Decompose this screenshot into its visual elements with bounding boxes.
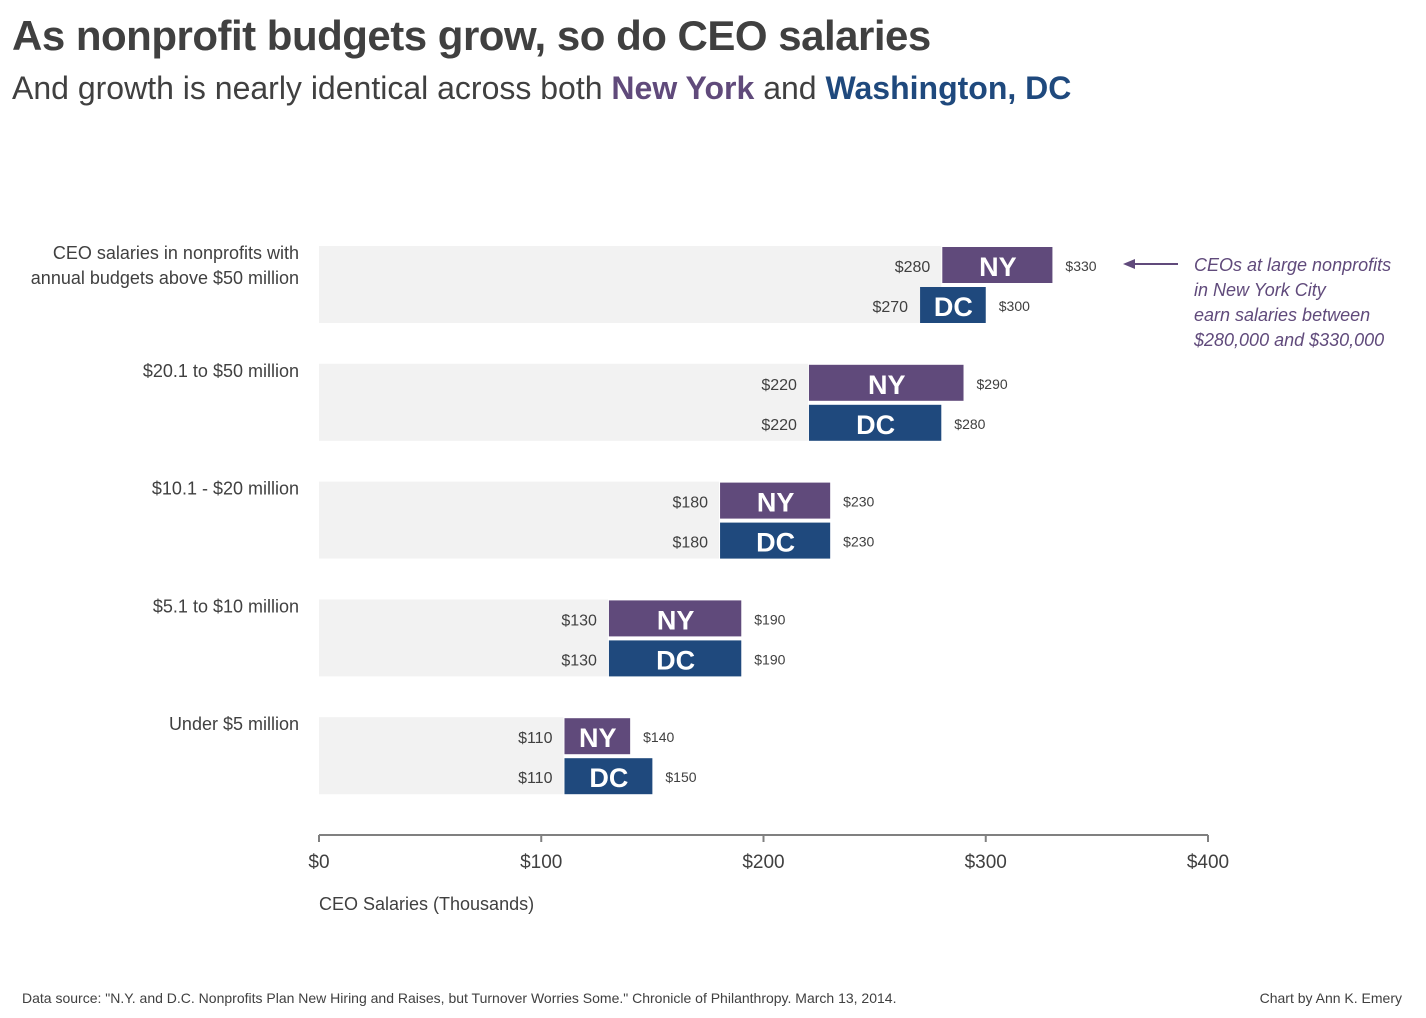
x-tick-label: $400 [1187, 852, 1229, 873]
bar-label-ny: NY [579, 723, 617, 753]
annotation-text: $280,000 and $330,000 [1193, 330, 1384, 350]
bar-ny [942, 247, 1053, 283]
subtitle-prefix: And growth is nearly identical across bo… [12, 70, 612, 106]
background-bar [319, 717, 564, 795]
bar-label-ny: NY [657, 605, 695, 635]
x-tick-label: $200 [742, 852, 784, 873]
bar-dc [720, 522, 831, 559]
arrow-head-icon [1123, 259, 1135, 269]
bar-ny [564, 718, 631, 755]
subtitle-ny: New York [611, 70, 755, 106]
low-value-label: $270 [872, 299, 908, 316]
bar-label-ny: NY [757, 488, 795, 518]
annotation-text: in New York City [1194, 280, 1327, 300]
x-tick-label: $100 [520, 852, 562, 873]
low-value-label: $110 [518, 730, 553, 747]
bar-label-dc: DC [934, 292, 973, 322]
low-value-label: $220 [761, 417, 797, 434]
high-value-label: $150 [665, 769, 696, 785]
bar-label-ny: NY [979, 252, 1017, 282]
bar-ny [808, 364, 964, 401]
high-value-label: $230 [843, 534, 874, 550]
category-label: $20.1 to $50 million [143, 361, 299, 381]
background-bar [319, 363, 808, 441]
bar-ny [608, 600, 742, 637]
bar-label-dc: DC [589, 763, 628, 793]
category-label: $10.1 - $20 million [152, 479, 299, 499]
category-label: annual budgets above $50 million [31, 268, 299, 288]
bar-dc [608, 640, 742, 677]
background-bar [319, 599, 608, 677]
low-value-label: $220 [761, 377, 797, 394]
x-axis-title: CEO Salaries (Thousands) [319, 894, 534, 914]
x-tick-label: $300 [965, 852, 1007, 873]
low-value-label: $130 [561, 612, 597, 629]
high-value-label: $300 [999, 298, 1030, 314]
category-label: CEO salaries in nonprofits with [53, 243, 299, 263]
background-bar [319, 481, 720, 559]
high-value-label: $290 [977, 376, 1008, 392]
bar-label-dc: DC [856, 410, 895, 440]
chart-title: As nonprofit budgets grow, so do CEO sal… [12, 12, 931, 59]
low-value-label: $180 [672, 495, 708, 512]
bar-dc [920, 287, 986, 323]
high-value-label: $190 [754, 611, 785, 627]
bar-ny [720, 482, 831, 519]
low-value-label: $180 [672, 535, 708, 552]
high-value-label: $280 [954, 416, 985, 432]
high-value-label: $330 [1065, 258, 1096, 274]
high-value-label: $140 [643, 729, 674, 745]
low-value-label: $110 [518, 770, 553, 787]
low-value-label: $130 [561, 652, 597, 669]
category-label: Under $5 million [169, 714, 299, 734]
bar-label-dc: DC [656, 645, 695, 675]
data-source: Data source: "N.Y. and D.C. Nonprofits P… [22, 990, 897, 1006]
low-value-label: $280 [895, 259, 931, 276]
subtitle-dc: Washington, DC [825, 70, 1072, 106]
bar-dc [564, 758, 653, 795]
subtitle-middle: and [754, 70, 826, 106]
bar-label-dc: DC [756, 528, 795, 558]
high-value-label: $190 [754, 651, 785, 667]
high-value-label: $230 [843, 494, 874, 510]
annotation-text: CEOs at large nonprofits [1194, 255, 1391, 275]
category-label: $5.1 to $10 million [153, 596, 299, 616]
chart-credit: Chart by Ann K. Emery [1259, 990, 1402, 1006]
annotation-text: earn salaries between [1194, 305, 1370, 325]
background-bar [319, 246, 942, 323]
chart-subtitle: And growth is nearly identical across bo… [12, 70, 1071, 107]
bar-dc [808, 404, 942, 441]
x-tick-label: $0 [308, 852, 329, 873]
bar-label-ny: NY [868, 370, 906, 400]
